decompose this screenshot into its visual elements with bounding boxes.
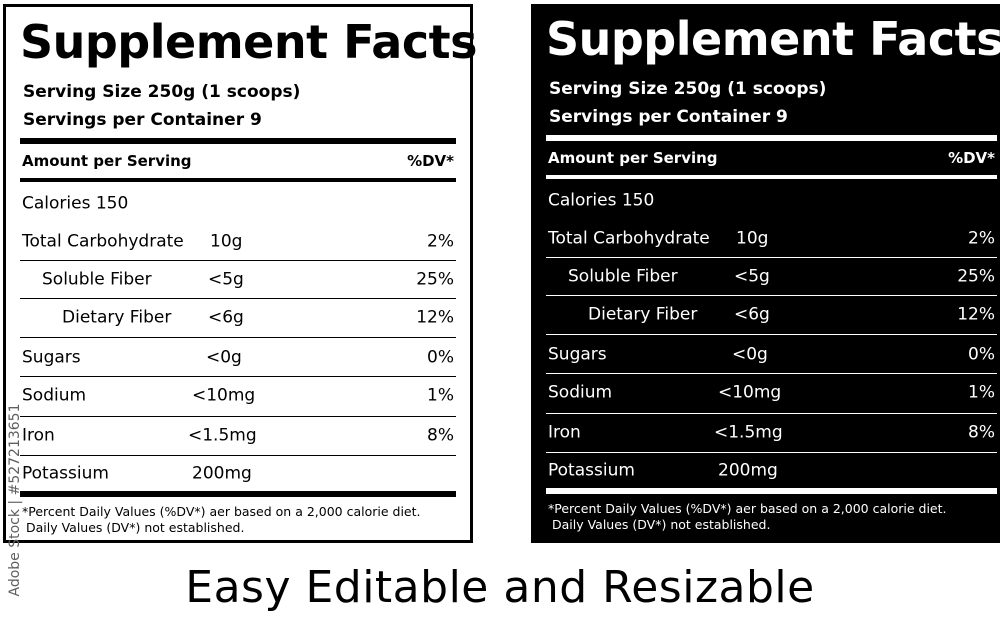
nutrient-amount: 200mg (718, 460, 778, 481)
row-divider (20, 337, 456, 338)
nutrient-amount: 10g (210, 231, 243, 252)
label-title: Supplement Facts (20, 15, 478, 69)
servings-per-container: Servings per Container 9 (549, 107, 788, 127)
nutrient-amount: <1.5mg (188, 425, 257, 446)
row-divider (20, 260, 456, 261)
nutrient-amount: <6g (734, 304, 770, 325)
nutrient-row-iron: Iron <1.5mg 8% (546, 414, 997, 452)
nutrient-row-sugars: Sugars <0g 0% (546, 336, 997, 374)
header-divider (20, 178, 456, 182)
watermark-text: Adobe Stock | #527213651 (7, 403, 23, 596)
footnote-line-2: Daily Values (DV*) not established. (548, 517, 771, 532)
nutrient-amount: <10mg (192, 385, 256, 406)
watermark: Adobe Stock | #527213651 (4, 392, 26, 607)
nutrient-row-dietary-fiber: Dietary Fiber <6g 12% (546, 296, 997, 334)
row-divider (546, 334, 997, 335)
footnote: *Percent Daily Values (%DV*) aer based o… (548, 501, 947, 533)
nutrient-row-sodium: Sodium <10mg 1% (20, 377, 456, 415)
row-divider (546, 257, 997, 258)
row-divider (20, 416, 456, 417)
calories-row: Calories 150 (20, 185, 456, 223)
nutrient-row-soluble-fiber: Soluble Fiber <5g 25% (546, 258, 997, 296)
nutrient-amount: <6g (208, 307, 244, 328)
nutrient-name: Iron (548, 422, 581, 443)
nutrient-dv: 25% (416, 269, 454, 290)
nutrient-name: Dietary Fiber (62, 307, 172, 328)
footnote-line-1: *Percent Daily Values (%DV*) aer based o… (22, 504, 421, 519)
nutrient-amount: <0g (206, 347, 242, 368)
header-divider (546, 175, 997, 179)
calories: Calories 150 (548, 190, 655, 211)
nutrient-row-dietary-fiber: Dietary Fiber <6g 12% (20, 299, 456, 337)
tagline: Easy Editable and Resizable (185, 562, 815, 613)
nutrient-name: Sodium (548, 382, 613, 403)
supplement-facts-label-light: Supplement Facts Serving Size 250g (1 sco… (3, 4, 478, 543)
nutrient-row-potassium: Potassium 200mg (546, 452, 997, 490)
nutrient-name: Dietary Fiber (588, 304, 698, 325)
row-divider (20, 455, 456, 456)
nutrient-dv: 12% (416, 307, 454, 328)
row-divider (546, 452, 997, 453)
nutrient-amount: 10g (736, 228, 769, 249)
dv-header: %DV* (948, 149, 995, 167)
nutrient-row-potassium: Potassium 200mg (20, 455, 456, 493)
nutrient-dv: 8% (968, 422, 995, 443)
amount-per-serving-header: Amount per Serving (548, 149, 718, 167)
row-divider (546, 413, 997, 414)
nutrient-row-iron: Iron <1.5mg 8% (20, 417, 456, 455)
footnote-line-2: Daily Values (DV*) not established. (22, 520, 245, 535)
calories-row: Calories 150 (546, 182, 997, 220)
serving-size: Serving Size 250g (1 scoops) (23, 82, 301, 102)
supplement-facts-label-dark: Supplement Facts Serving Size 250g (1 sco… (531, 4, 1000, 543)
thick-divider (20, 138, 456, 144)
footnote: *Percent Daily Values (%DV*) aer based o… (22, 504, 421, 536)
nutrient-amount: <5g (208, 269, 244, 290)
row-divider (20, 376, 456, 377)
nutrient-dv: 2% (968, 228, 995, 249)
nutrient-dv: 0% (968, 344, 995, 365)
nutrient-name: Soluble Fiber (568, 266, 678, 287)
nutrient-name: Total Carbohydrate (22, 231, 184, 252)
row-divider (20, 298, 456, 299)
nutrient-name: Iron (22, 425, 55, 446)
nutrient-name: Sugars (548, 344, 607, 365)
nutrient-amount: <0g (732, 344, 768, 365)
amount-per-serving-header: Amount per Serving (22, 152, 192, 170)
nutrient-amount: <1.5mg (714, 422, 783, 443)
nutrient-amount: <10mg (718, 382, 782, 403)
nutrient-amount: <5g (734, 266, 770, 287)
nutrient-dv: 12% (957, 304, 995, 325)
nutrient-name: Potassium (22, 463, 109, 484)
nutrient-name: Sodium (22, 385, 87, 406)
nutrient-dv: 0% (427, 347, 454, 368)
calories: Calories 150 (22, 193, 129, 214)
label-content: Supplement Facts Serving Size 250g (1 sco… (20, 7, 478, 540)
nutrient-amount: 200mg (192, 463, 252, 484)
row-divider (546, 373, 997, 374)
nutrient-row-soluble-fiber: Soluble Fiber <5g 25% (20, 261, 456, 299)
servings-per-container: Servings per Container 9 (23, 110, 262, 130)
row-divider (546, 295, 997, 296)
label-title: Supplement Facts (546, 12, 1000, 66)
nutrient-row-sugars: Sugars <0g 0% (20, 339, 456, 377)
footnote-line-1: *Percent Daily Values (%DV*) aer based o… (548, 501, 947, 516)
nutrient-name: Soluble Fiber (42, 269, 152, 290)
bottom-divider (20, 491, 456, 497)
nutrient-row-total-carbohydrate: Total Carbohydrate 10g 2% (20, 223, 456, 261)
thick-divider (546, 135, 997, 141)
dv-header: %DV* (407, 152, 454, 170)
nutrient-dv: 1% (968, 382, 995, 403)
nutrient-dv: 8% (427, 425, 454, 446)
bottom-divider (546, 488, 997, 494)
nutrient-name: Sugars (22, 347, 81, 368)
nutrient-dv: 2% (427, 231, 454, 252)
nutrient-name: Total Carbohydrate (548, 228, 710, 249)
nutrient-dv: 25% (957, 266, 995, 287)
nutrient-dv: 1% (427, 385, 454, 406)
nutrient-row-sodium: Sodium <10mg 1% (546, 374, 997, 412)
nutrient-row-total-carbohydrate: Total Carbohydrate 10g 2% (546, 220, 997, 258)
nutrient-name: Potassium (548, 460, 635, 481)
serving-size: Serving Size 250g (1 scoops) (549, 79, 827, 99)
label-content: Supplement Facts Serving Size 250g (1 sco… (546, 4, 1000, 543)
